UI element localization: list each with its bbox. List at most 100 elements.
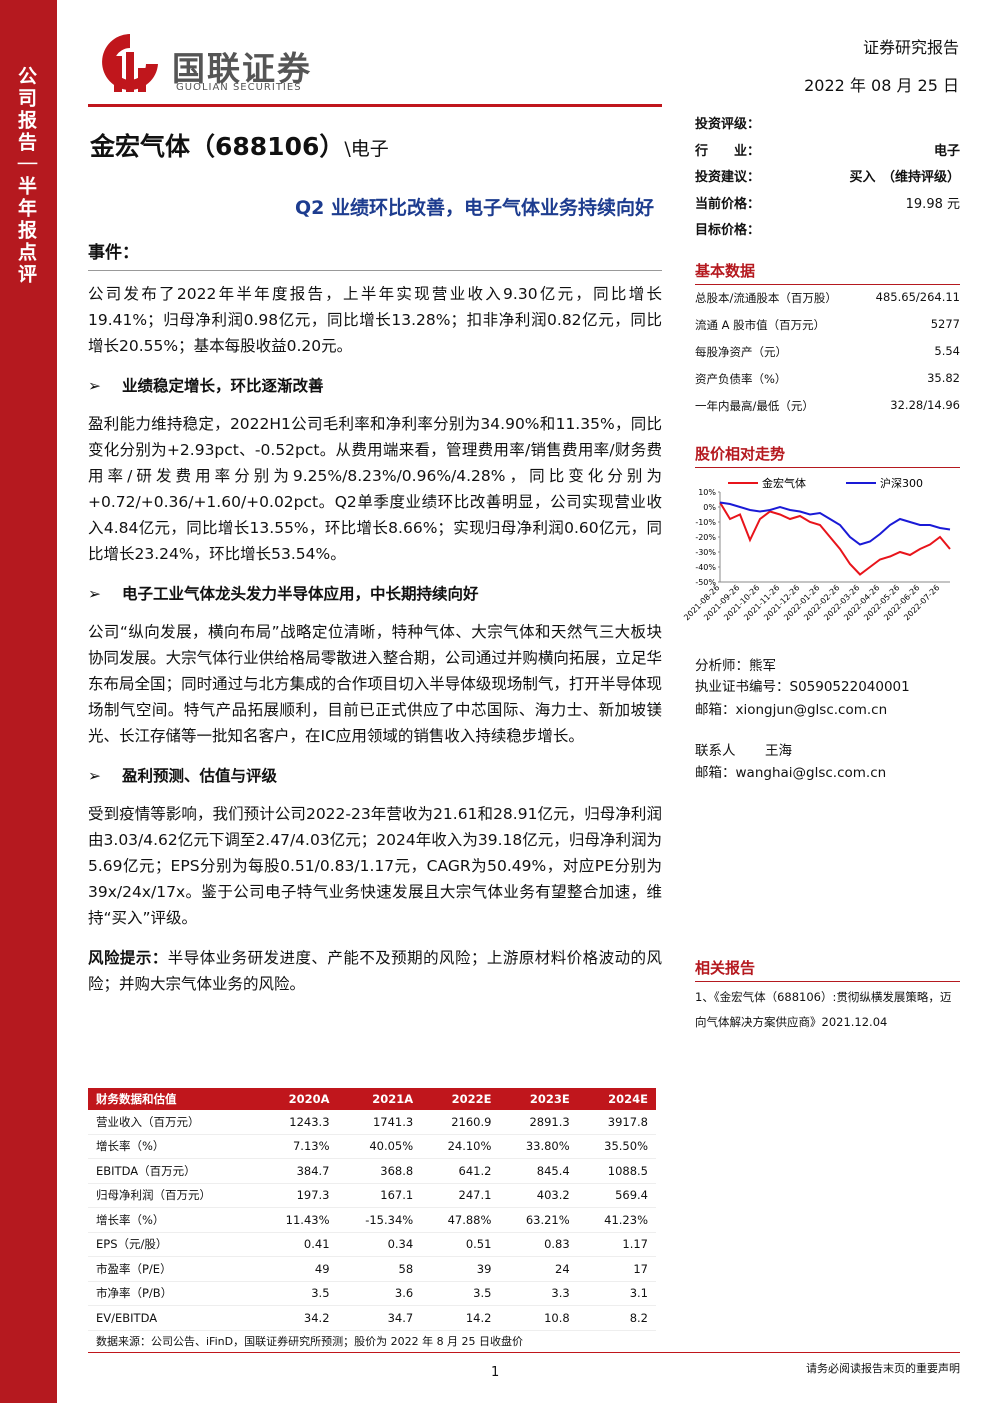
table-cell: 市净率（P/B） — [88, 1281, 260, 1306]
table-cell: 40.05% — [337, 1134, 422, 1159]
header-cell: 财务数据和估值 — [88, 1088, 260, 1110]
table-cell: 641.2 — [421, 1158, 500, 1184]
data-label: 资产负债率（%） — [695, 372, 787, 386]
headline: Q2 业绩环比改善，电子气体业务持续向好 — [295, 197, 654, 219]
info-label: 邮箱： — [695, 702, 736, 718]
body: 事件： 公司发布了2022年半年度报告，上半年实现营业收入9.30亿元，同比增长1… — [88, 240, 662, 1011]
rating-label: 投资建议： — [695, 170, 761, 185]
header-cell: 2024E — [577, 1088, 656, 1110]
table-cell: 35.50% — [577, 1134, 656, 1159]
related-item: 1、《金宏气体（688106）:贯彻纵横发展策略，迈向气体解决方案供应商》202… — [695, 990, 952, 1029]
table-cell: 197.3 — [259, 1183, 338, 1208]
table-cell: 营业收入（百万元） — [88, 1110, 260, 1135]
section-heading: 电子工业气体龙头发力半导体应用，中长期持续向好 — [88, 581, 662, 607]
rule — [88, 104, 662, 107]
risk-label: 风险提示： — [88, 949, 168, 967]
table-cell: 24.10% — [421, 1134, 500, 1159]
info-label: 分析师： — [695, 658, 749, 674]
analyst-line: 执业证书编号：S0590522040001 — [695, 675, 910, 695]
table-row: 营业收入（百万元） 1243.3 1741.3 2160.9 2891.3 3917.8 — [88, 1110, 656, 1135]
rating-value: 电子 — [933, 143, 960, 159]
table-cell: 247.1 — [421, 1183, 500, 1208]
section-heading: 相关报告 — [695, 957, 960, 982]
table-cell: 403.2 — [499, 1183, 578, 1208]
data-value: 5277 — [930, 317, 960, 331]
data-value: 32.28/14.96 — [890, 398, 960, 412]
table-row: 市净率（P/B） 3.5 3.6 3.5 3.3 3.1 — [88, 1281, 656, 1306]
logo-name: 国联证券 — [172, 49, 312, 88]
rating-label: 目标价格： — [695, 223, 761, 238]
table-row: 归母净利润（百万元） 197.3 167.1 247.1 403.2 569.4 — [88, 1183, 656, 1208]
rating-value: 19.98 元 — [905, 196, 960, 212]
table-row: 市盈率（P/E） 49 58 39 24 17 — [88, 1256, 656, 1282]
logo-mark — [102, 34, 158, 92]
table-cell: 0.51 — [421, 1232, 500, 1257]
sector-tag: \电子 — [344, 138, 389, 160]
company: 金宏气体（688106）\电子 — [90, 127, 389, 163]
logo-en: GUOLIAN SECURITIES — [176, 82, 302, 93]
section-heading: 基本数据 — [695, 260, 960, 285]
sidebar-label: 公司报告｜半年报点评 — [15, 66, 37, 286]
rating-label: 行 业： — [695, 143, 761, 159]
data-row: 资产负债率（%） 35.82 — [695, 371, 960, 387]
info-value: 熊军 — [749, 658, 776, 674]
analyst-line: 邮箱：xiongjun@glsc.com.cn — [695, 698, 887, 718]
table-cell: 49 — [259, 1256, 338, 1282]
data-value: 5.54 — [934, 344, 960, 358]
table-cell: 1.17 — [577, 1232, 656, 1257]
info-value: xiongjun@glsc.com.cn — [735, 702, 888, 718]
data-label: 流通 A 股市值（百万元） — [695, 318, 826, 332]
rating-label: 当前价格： — [695, 196, 761, 212]
table-cell: EBITDA（百万元） — [88, 1158, 260, 1184]
section-text: 受到疫情等影响，我们预计公司2022-23年营收为21.61和28.91亿元，归… — [88, 805, 662, 927]
company-name: 金宏气体（688106） — [90, 132, 345, 161]
analyst-line: 分析师：熊军 — [695, 654, 776, 674]
table-cell: 市盈率（P/E） — [88, 1256, 260, 1282]
disclaimer: 请务必阅读报告末页的重要声明 — [806, 1362, 960, 1375]
rule — [88, 1352, 960, 1353]
data-row: 流通 A 股市值（百万元） 5277 — [695, 317, 960, 333]
table-cell: 167.1 — [337, 1183, 422, 1208]
table-cell: 34.2 — [259, 1305, 338, 1331]
financial-table: 财务数据和估值 2020A 2021A 2022E 2023E 2024E 营业收入（百万元… — [88, 1088, 656, 1331]
event-text: 公司发布了2022年半年度报告，上半年实现营业收入9.30亿元，同比增长19.4… — [88, 285, 662, 355]
table-row: EV/EBITDA 34.2 34.7 14.2 10.8 8.2 — [88, 1305, 656, 1331]
sidebar-text: 公司报告 — [15, 66, 37, 154]
analyst-line: 联系人 王海 — [695, 739, 792, 759]
table-cell: 39 — [421, 1256, 500, 1282]
table-cell: 0.34 — [337, 1232, 422, 1257]
chart-frame — [688, 472, 960, 632]
table-cell: 2891.3 — [499, 1110, 578, 1135]
table-cell: 3.5 — [259, 1281, 338, 1306]
info-label: 执业证书编号： — [695, 679, 790, 695]
data-label: 总股本/流通股本（百万股） — [695, 291, 837, 305]
table-row: EPS（元/股） 0.41 0.34 0.51 0.83 1.17 — [88, 1232, 656, 1257]
rating-value: 买入 （维持评级） — [849, 170, 960, 185]
table-cell: 3.5 — [421, 1281, 500, 1306]
table-cell: 增长率（%） — [88, 1134, 260, 1159]
table-cell: 7.13% — [259, 1134, 338, 1159]
table-cell: 33.80% — [499, 1134, 578, 1159]
data-value: 485.65/264.11 — [875, 290, 960, 304]
data-label: 一年内最高/最低（元） — [695, 399, 814, 413]
data-label: 每股净资产（元） — [695, 345, 787, 359]
report-type: 证券研究报告 — [862, 38, 959, 57]
header-cell: 2020A — [259, 1088, 338, 1110]
header-row: 财务数据和估值 2020A 2021A 2022E 2023E 2024E — [88, 1088, 656, 1110]
info-label: 邮箱： — [695, 765, 736, 781]
table-cell: 34.7 — [337, 1305, 422, 1331]
table-cell: -15.34% — [337, 1207, 422, 1233]
section-heading: 盈利预测、估值与评级 — [88, 763, 662, 789]
section-heading: 业绩稳定增长，环比逐渐改善 — [88, 373, 662, 399]
table-cell: 10.8 — [499, 1305, 578, 1331]
rating-label: 投资评级： — [695, 117, 761, 132]
page-number: 1 — [491, 1365, 500, 1380]
table-cell: 41.23% — [577, 1207, 656, 1233]
table-cell: 1088.5 — [577, 1158, 656, 1184]
report-date: 2022 年 08 月 25 日 — [804, 76, 959, 95]
section-heading: 股价相对走势 — [695, 443, 960, 468]
table-cell: EPS（元/股） — [88, 1232, 260, 1257]
info-value: wanghai@glsc.com.cn — [735, 765, 887, 781]
sidebar: 公司报告｜半年报点评 — [0, 0, 57, 1403]
